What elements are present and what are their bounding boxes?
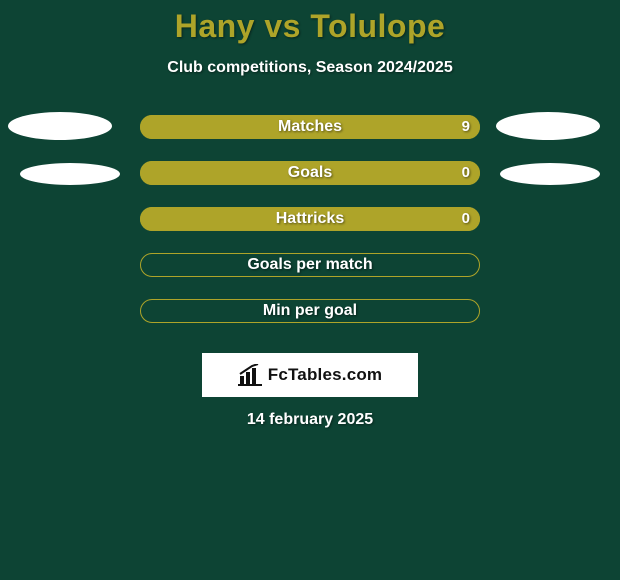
stat-label: Goals per match — [140, 253, 480, 277]
decorative-ellipse — [496, 112, 600, 140]
stat-row: Min per goal — [0, 299, 620, 345]
stat-bar: Goals per match — [140, 253, 480, 277]
stat-row: Matches9 — [0, 115, 620, 161]
decorative-ellipse — [20, 163, 120, 185]
stat-bar-fill — [140, 161, 480, 185]
stat-rows: Matches9 Goals0 Hattricks0 Goals per match M… — [0, 115, 620, 345]
brand-box: FcTables.com — [202, 353, 418, 397]
page-subtitle: Club competitions, Season 2024/2025 — [0, 59, 620, 77]
stat-bar-fill — [140, 115, 480, 139]
stat-row: Goals0 — [0, 161, 620, 207]
stat-label: Min per goal — [140, 299, 480, 323]
stat-bar: Min per goal — [140, 299, 480, 323]
stat-bar-fill — [140, 207, 480, 231]
decorative-ellipse — [500, 163, 600, 185]
stat-bar: Matches9 — [140, 115, 480, 139]
stat-bar: Hattricks0 — [140, 207, 480, 231]
stat-bar-border — [140, 253, 480, 277]
stats-card: Hany vs Tolulope Club competitions, Seas… — [0, 0, 620, 580]
brand-text: FcTables.com — [268, 365, 383, 385]
stat-row: Hattricks0 — [0, 207, 620, 253]
stat-row: Goals per match — [0, 253, 620, 299]
decorative-ellipse — [8, 112, 112, 140]
stat-bar: Goals0 — [140, 161, 480, 185]
page-title: Hany vs Tolulope — [0, 0, 620, 45]
footer-date: 14 february 2025 — [0, 411, 620, 429]
stat-bar-border — [140, 299, 480, 323]
bar-chart-icon — [238, 364, 262, 386]
